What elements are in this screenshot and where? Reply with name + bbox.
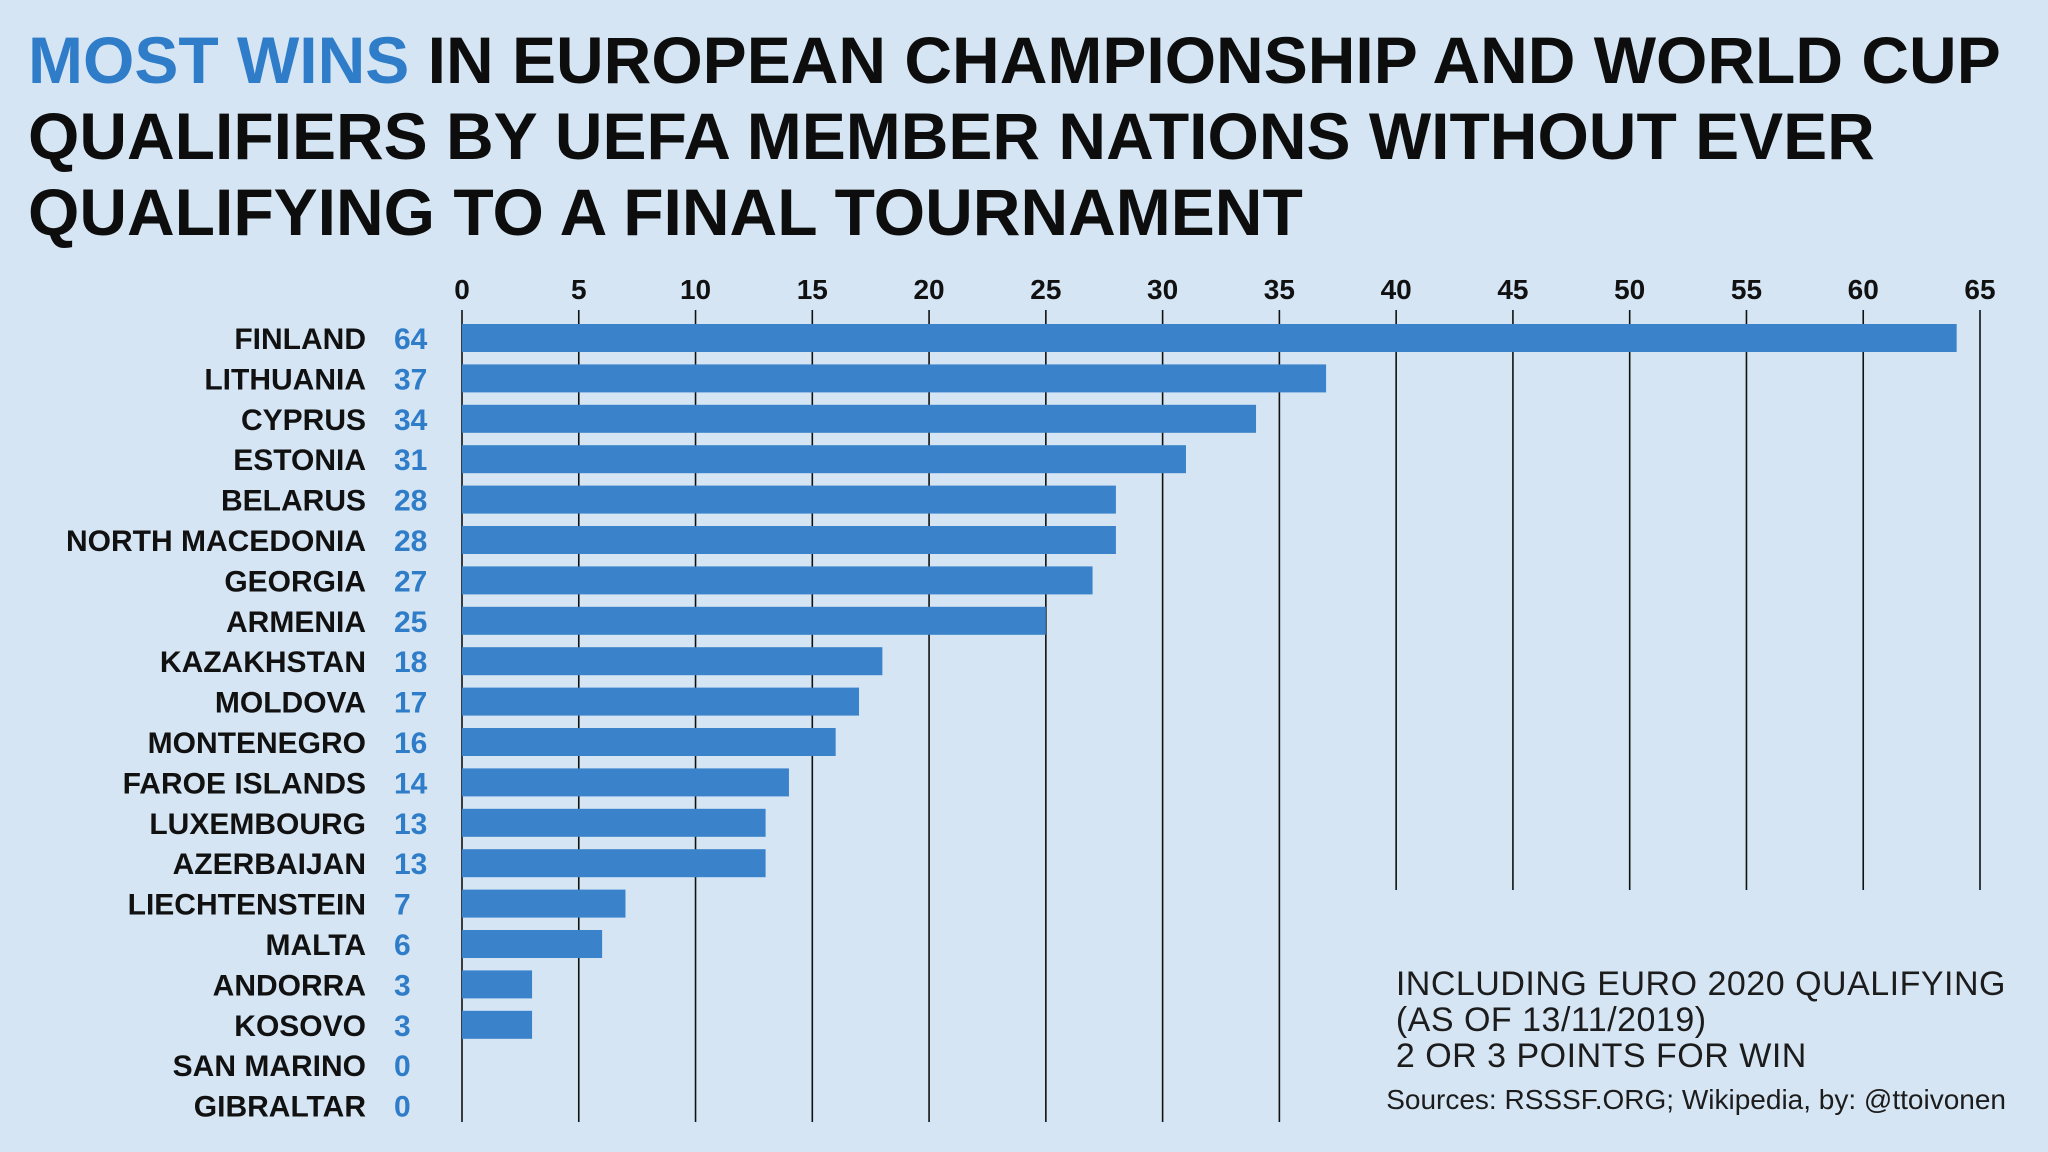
bar	[462, 566, 1093, 595]
category-label: MALTA	[265, 929, 366, 962]
category-label: FAROE ISLANDS	[123, 767, 366, 800]
value-label: 37	[394, 363, 427, 396]
x-tick-label: 5	[571, 274, 587, 305]
bar	[462, 445, 1186, 474]
bar	[462, 324, 1957, 352]
value-label: 17	[394, 687, 427, 720]
title-rest: IN EUROPEAN CHAMPIONSHIP AND WORLD CUP Q…	[28, 23, 2000, 249]
x-tick-label: 55	[1731, 274, 1762, 305]
category-label: LIECHTENSTEIN	[128, 889, 366, 922]
bar	[462, 808, 766, 837]
note-line-2: (AS OF 13/11/2019)	[1395, 1001, 1707, 1039]
bar	[462, 970, 533, 999]
value-label: 18	[394, 646, 427, 679]
bar	[462, 485, 1116, 514]
category-label: MONTENEGRO	[148, 727, 366, 760]
note-line-1: INCLUDING EURO 2020 QUALIFYING	[1395, 965, 2006, 1003]
bar	[462, 849, 766, 878]
value-label: 0	[394, 1091, 411, 1124]
bar	[462, 647, 883, 676]
category-label: GEORGIA	[224, 565, 366, 598]
category-label: SAN MARINO	[173, 1050, 366, 1083]
category-label: FINLAND	[234, 323, 366, 356]
x-tick-label: 20	[913, 274, 944, 305]
x-tick-label: 25	[1030, 274, 1061, 305]
x-tick-label: 15	[797, 274, 828, 305]
bar	[462, 404, 1257, 433]
category-label: CYPRUS	[241, 404, 366, 437]
bar	[462, 364, 1327, 393]
note-line-3: 2 OR 3 POINTS FOR WIN	[1395, 1037, 1807, 1075]
chart-notes: INCLUDING EURO 2020 QUALIFYING (AS OF 13…	[1396, 966, 2006, 1074]
chart-title: MOST WINS IN EUROPEAN CHAMPIONSHIP AND W…	[28, 22, 2028, 250]
title-highlight: MOST WINS	[28, 23, 410, 97]
x-tick-label: 35	[1264, 274, 1295, 305]
x-tick-label: 50	[1614, 274, 1645, 305]
value-label: 27	[394, 565, 427, 598]
category-label: ESTONIA	[233, 444, 366, 477]
category-label: ARMENIA	[226, 606, 366, 639]
value-label: 28	[394, 525, 427, 558]
category-label: ANDORRA	[213, 969, 366, 1002]
value-label: 31	[394, 444, 427, 477]
category-label: BELARUS	[221, 485, 366, 518]
bar	[462, 1010, 533, 1039]
x-tick-label: 60	[1848, 274, 1879, 305]
bar	[462, 606, 1046, 635]
value-label: 64	[394, 323, 428, 356]
category-label: KAZAKHSTAN	[160, 646, 366, 679]
x-tick-label: 10	[680, 274, 711, 305]
category-label: LITHUANIA	[204, 363, 366, 396]
bar	[462, 889, 626, 918]
bar	[462, 768, 789, 797]
value-label: 34	[394, 404, 428, 437]
category-label: AZERBAIJAN	[173, 848, 366, 881]
bar	[462, 526, 1116, 554]
x-tick-label: 30	[1147, 274, 1178, 305]
value-label: 28	[394, 485, 427, 518]
category-label: KOSOVO	[234, 1010, 366, 1043]
source-credit: Sources: RSSSF.ORG; Wikipedia, by: @ttoi…	[1386, 1084, 2006, 1115]
x-tick-label: 40	[1381, 274, 1412, 305]
category-label: GIBRALTAR	[194, 1091, 367, 1124]
value-label: 0	[394, 1050, 411, 1083]
category-label: NORTH MACEDONIA	[66, 525, 366, 558]
bar	[462, 728, 836, 756]
category-label: MOLDOVA	[215, 687, 366, 720]
value-label: 6	[394, 929, 411, 962]
x-tick-label: 45	[1497, 274, 1528, 305]
bar	[462, 930, 603, 958]
value-label: 14	[394, 767, 428, 800]
value-label: 3	[394, 1010, 411, 1043]
x-tick-label: 0	[454, 274, 470, 305]
value-label: 16	[394, 727, 427, 760]
value-label: 13	[394, 848, 427, 881]
value-label: 13	[394, 808, 427, 841]
value-label: 7	[394, 889, 411, 922]
category-label: LUXEMBOURG	[149, 808, 366, 841]
x-tick-label: 65	[1964, 274, 1995, 305]
value-label: 3	[394, 969, 411, 1002]
bar	[462, 687, 860, 716]
value-label: 25	[394, 606, 427, 639]
